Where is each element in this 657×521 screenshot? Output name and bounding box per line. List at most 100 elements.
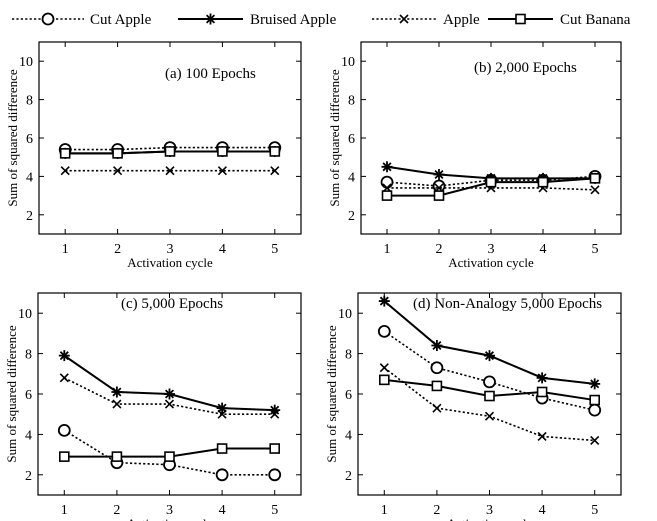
y-tick-label: 4: [345, 428, 352, 443]
data-point-bruised-apple: [269, 404, 281, 416]
x-tick-label: 5: [591, 503, 598, 518]
y-tick-label: 10: [338, 307, 352, 322]
data-point-apple: [164, 399, 175, 409]
data-point-cut-banana: [164, 146, 176, 157]
data-point-apple: [59, 373, 69, 383]
panel-title: (c) 5,000 Epochs: [121, 296, 223, 312]
series-line-apple: [387, 187, 596, 191]
data-point-apple: [60, 166, 70, 176]
y-tick-label: 4: [26, 170, 33, 185]
x-tick-label: 5: [271, 503, 278, 518]
y-tick-label: 6: [25, 388, 32, 403]
y-tick-label: 8: [25, 348, 32, 363]
data-point-cut-banana: [381, 190, 393, 201]
y-tick-label: 8: [348, 94, 355, 109]
legend-entry-apple: Apple: [372, 12, 480, 28]
y-tick-label: 8: [345, 348, 352, 363]
data-point-bruised-apple: [433, 168, 445, 180]
series-cut-banana: [58, 443, 281, 462]
data-point-bruised-apple: [164, 388, 175, 400]
y-tick-label: 8: [26, 94, 33, 109]
legend-label-apple: Apple: [443, 12, 480, 28]
y-tick-label: 4: [348, 170, 355, 185]
data-point-apple: [270, 166, 280, 176]
series-apple: [60, 166, 280, 176]
x-tick-label: 3: [488, 242, 495, 257]
data-point-bruised-apple: [378, 295, 390, 307]
y-tick-label: 2: [348, 209, 355, 224]
data-point-cut-banana: [164, 451, 175, 462]
x-tick-label: 4: [219, 503, 226, 518]
legend: Cut Apple Bruised Apple Apple Cut Banana: [12, 12, 631, 28]
x-tick-label: 1: [384, 242, 391, 257]
legend-marker-cut-banana: [515, 13, 526, 25]
y-tick-label: 10: [18, 307, 32, 322]
data-point-bruised-apple: [484, 350, 495, 362]
y-tick-label: 2: [26, 209, 33, 224]
x-tick-label: 1: [381, 503, 388, 518]
data-point-apple: [484, 411, 495, 421]
x-tick-label: 1: [62, 242, 69, 257]
x-tick-label: 2: [114, 242, 121, 257]
data-point-apple: [432, 403, 442, 413]
x-tick-label: 3: [167, 242, 174, 257]
x-tick-label: 2: [113, 503, 120, 518]
data-point-cut-apple: [268, 468, 282, 482]
x-tick-label: 3: [486, 503, 493, 518]
data-point-cut-banana: [216, 443, 228, 454]
series-cut-banana: [378, 374, 601, 406]
y-axis-label: Sum of squared difference: [324, 325, 339, 463]
panel-title: (b) 2,000 Epochs: [474, 60, 577, 76]
x-tick-label: 2: [436, 242, 443, 257]
y-axis-label: Sum of squared difference: [327, 69, 342, 207]
series-line-cut-apple: [63, 429, 275, 476]
data-point-apple: [113, 166, 123, 176]
data-point-cut-apple: [588, 403, 602, 417]
legend-label-cut-apple: Cut Apple: [90, 12, 152, 28]
data-point-bruised-apple: [58, 350, 70, 362]
data-point-cut-banana: [433, 190, 445, 201]
data-point-bruised-apple: [431, 340, 443, 352]
data-point-apple: [217, 166, 227, 176]
series-bruised-apple: [378, 295, 601, 390]
y-tick-label: 2: [345, 469, 352, 484]
data-point-bruised-apple: [216, 402, 228, 414]
series-line-bruised-apple: [63, 354, 275, 412]
data-point-cut-banana: [536, 386, 548, 398]
legend-marker-bruised-apple: [205, 13, 216, 25]
data-point-cut-banana: [589, 394, 601, 406]
legend-entry-bruised-apple: Bruised Apple: [178, 12, 337, 28]
data-point-cut-apple: [57, 423, 71, 437]
legend-marker-cut-apple: [41, 12, 55, 26]
y-axis-label: Sum of squared difference: [4, 325, 19, 463]
x-tick-label: 5: [592, 242, 599, 257]
data-point-bruised-apple: [536, 372, 548, 384]
data-point-apple: [165, 166, 175, 176]
legend-label-cut-banana: Cut Banana: [560, 12, 631, 28]
data-point-cut-apple: [483, 375, 496, 389]
data-point-apple: [590, 435, 600, 446]
data-point-cut-apple: [432, 179, 446, 193]
panel-title: (d) Non-Analogy 5,000 Epochs: [413, 296, 602, 312]
legend-label-bruised-apple: Bruised Apple: [250, 12, 337, 28]
data-point-cut-banana: [378, 374, 390, 386]
series-cut-apple: [377, 324, 602, 417]
x-tick-label: 1: [61, 503, 68, 518]
data-point-cut-apple: [430, 361, 444, 375]
data-point-apple: [217, 409, 227, 419]
x-axis-label: Activation cycle: [127, 516, 213, 521]
x-tick-label: 5: [271, 242, 278, 257]
data-point-bruised-apple: [589, 378, 601, 390]
data-point-bruised-apple: [381, 161, 393, 173]
data-point-cut-banana: [485, 176, 497, 188]
data-point-bruised-apple: [111, 386, 123, 398]
y-axis-label: Sum of squared difference: [5, 69, 20, 207]
data-point-apple: [112, 399, 122, 409]
data-point-cut-banana: [484, 390, 495, 402]
x-tick-label: 3: [166, 503, 173, 518]
data-point-cut-banana: [537, 176, 549, 188]
